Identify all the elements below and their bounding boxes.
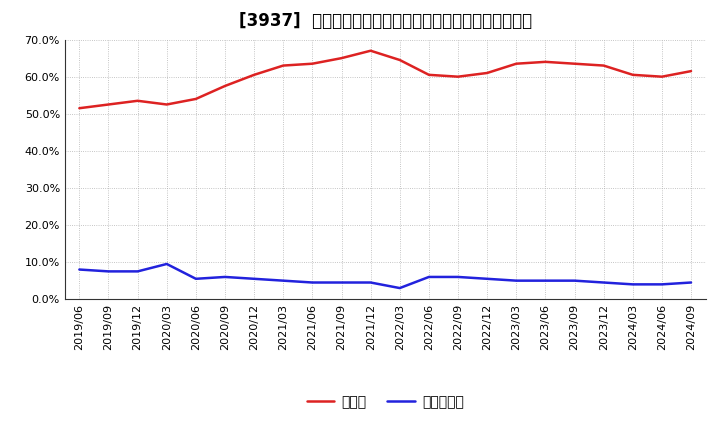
現預金 bbox=[75, 106, 84, 111]
有利子負債 bbox=[657, 282, 666, 287]
有利子負債 bbox=[395, 286, 404, 291]
現預金 bbox=[395, 57, 404, 62]
現預金 bbox=[308, 61, 317, 66]
現預金 bbox=[570, 61, 579, 66]
有利子負債 bbox=[279, 278, 287, 283]
Title: [3937]  現預金、有利子負債の総資産に対する比率の推移: [3937] 現預金、有利子負債の総資産に対する比率の推移 bbox=[238, 12, 532, 30]
Legend: 現預金, 有利子負債: 現預金, 有利子負債 bbox=[301, 389, 469, 414]
有利子負債 bbox=[570, 278, 579, 283]
有利子負債 bbox=[541, 278, 550, 283]
有利子負債 bbox=[192, 276, 200, 282]
有利子負債 bbox=[220, 274, 229, 279]
現預金 bbox=[366, 48, 375, 53]
有利子負債 bbox=[599, 280, 608, 285]
現預金 bbox=[250, 72, 258, 77]
現預金 bbox=[629, 72, 637, 77]
現預金 bbox=[483, 70, 492, 76]
現預金 bbox=[454, 74, 462, 79]
現預金 bbox=[512, 61, 521, 66]
現預金 bbox=[220, 83, 229, 88]
現預金 bbox=[599, 63, 608, 68]
有利子負債 bbox=[133, 269, 142, 274]
現預金 bbox=[279, 63, 287, 68]
有利子負債 bbox=[104, 269, 113, 274]
有利子負債 bbox=[366, 280, 375, 285]
Line: 有利子負債: 有利子負債 bbox=[79, 264, 691, 288]
有利子負債 bbox=[512, 278, 521, 283]
現預金 bbox=[133, 98, 142, 103]
有利子負債 bbox=[483, 276, 492, 282]
有利子負債 bbox=[629, 282, 637, 287]
現預金 bbox=[337, 55, 346, 61]
有利子負債 bbox=[425, 274, 433, 279]
有利子負債 bbox=[163, 261, 171, 267]
有利子負債 bbox=[687, 280, 696, 285]
現預金 bbox=[192, 96, 200, 102]
現預金 bbox=[687, 69, 696, 74]
Line: 現預金: 現預金 bbox=[79, 51, 691, 108]
有利子負債 bbox=[454, 274, 462, 279]
現預金 bbox=[425, 72, 433, 77]
有利子負債 bbox=[308, 280, 317, 285]
現預金 bbox=[657, 74, 666, 79]
有利子負債 bbox=[75, 267, 84, 272]
現預金 bbox=[163, 102, 171, 107]
現預金 bbox=[541, 59, 550, 65]
有利子負債 bbox=[337, 280, 346, 285]
現預金 bbox=[104, 102, 113, 107]
有利子負債 bbox=[250, 276, 258, 282]
